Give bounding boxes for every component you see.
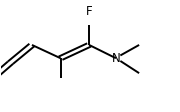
Text: F: F	[86, 5, 92, 18]
Text: N: N	[112, 52, 120, 65]
